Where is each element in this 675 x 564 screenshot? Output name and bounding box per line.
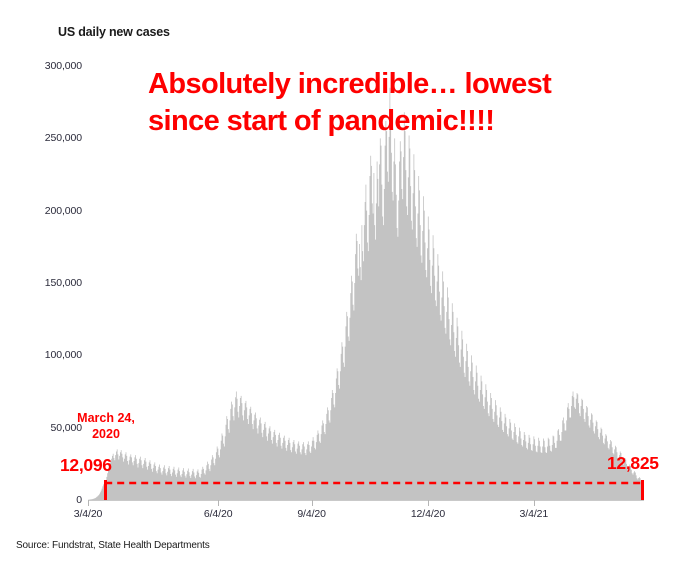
x-axis-tick-mark: [218, 500, 220, 506]
x-axis-tick-label: 9/4/20: [297, 508, 326, 520]
headline-annotation: Absolutely incredible… lowest since star…: [148, 66, 638, 140]
y-axis-tick-label: 300,000: [44, 60, 82, 72]
start-marker-date-label: March 24, 2020: [62, 411, 150, 442]
end-marker-bar: [641, 479, 644, 500]
chart-title: US daily new cases: [58, 25, 170, 39]
x-axis-tick-label: 6/4/20: [203, 508, 233, 520]
y-axis-tick-label: 0: [76, 494, 82, 506]
x-axis-tick-label: 12/4/20: [410, 508, 446, 520]
reference-dashed-line: [105, 481, 643, 484]
y-axis-tick-label: 50,000: [50, 421, 82, 434]
start-date-line-2: 2020: [92, 426, 120, 441]
y-axis-tick-label: 250,000: [44, 132, 82, 145]
source-note: Source: Fundstrat, State Health Departme…: [16, 540, 210, 551]
headline-line-2: since start of pandemic!!!!: [148, 105, 495, 138]
x-axis-tick-mark: [427, 500, 429, 506]
start-date-line-1: March 24,: [77, 411, 135, 425]
x-axis-tick-label: 3/4/20: [73, 508, 103, 520]
y-axis-tick-label: 150,000: [44, 277, 82, 289]
x-axis-tick-mark: [311, 500, 313, 506]
headline-line-1: Absolutely incredible… lowest: [148, 68, 552, 100]
start-marker-bar: [103, 479, 107, 500]
daily-cases-area-series: [88, 87, 643, 500]
y-axis-tick-label: 100,000: [44, 349, 82, 362]
series-fill-path: [88, 87, 643, 500]
start-value-label: 12,096: [60, 455, 112, 475]
x-axis-tick-label: 3/4/21: [519, 508, 549, 520]
x-axis-tick-mark: [88, 500, 89, 506]
x-axis-line: [88, 500, 644, 501]
y-axis-tick-label: 200,000: [44, 204, 82, 217]
end-value-label: 12,825: [607, 453, 659, 473]
x-axis-tick-mark: [533, 500, 535, 506]
y-axis: 0 50,000 100,000 150,000 200,000 250,000 300,0…: [0, 0, 82, 564]
plot-area: [88, 66, 643, 500]
